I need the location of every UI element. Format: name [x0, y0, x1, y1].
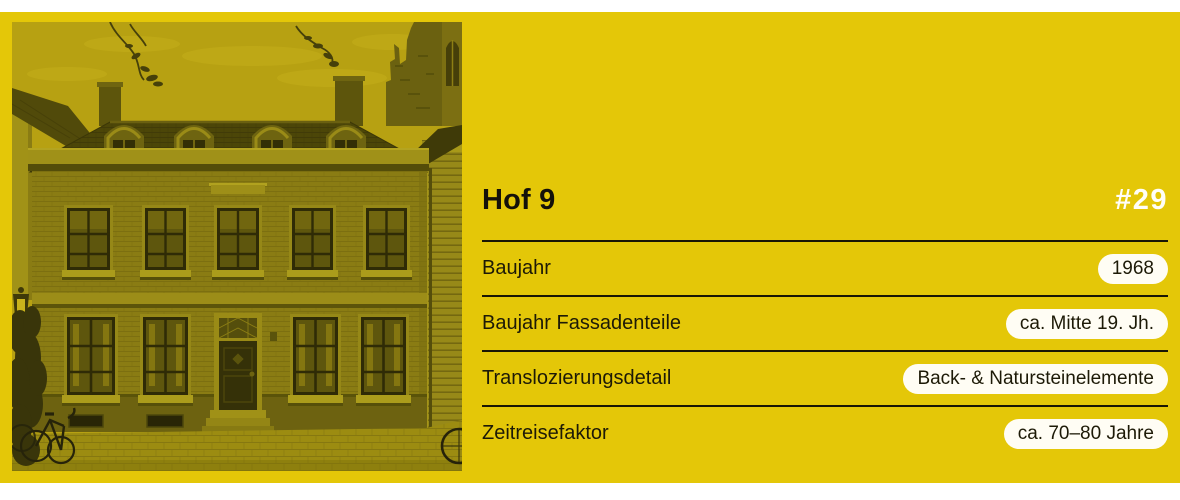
bicycle-wheel-right [440, 427, 462, 465]
info-panel: Hof 9 #29 Baujahr 1968 Baujahr Fassadent… [482, 12, 1168, 483]
exhibit-number: #29 [1115, 183, 1168, 216]
title-row: Hof 9 #29 [482, 182, 1168, 218]
attribute-row-baujahr: Baujahr 1968 [482, 240, 1168, 295]
building-photo [12, 22, 462, 471]
tree-branches [109, 22, 339, 87]
attribute-row-translozierungsdetail: Translozierungsdetail Back- & Naturstein… [482, 350, 1168, 405]
vines [12, 306, 47, 466]
attribute-value-pill: 1968 [1097, 253, 1168, 284]
upper-windows [62, 205, 412, 280]
bicycles [12, 407, 76, 465]
main-house [28, 76, 429, 433]
attribute-label: Translozierungsdetail [482, 367, 672, 389]
left-neighbour-building [12, 88, 102, 300]
attribute-row-zeitreisefaktor: Zeitreisefaktor ca. 70–80 Jahre [482, 405, 1168, 460]
page-title: Hof 9 [482, 183, 556, 216]
attribute-label: Zeitreisefaktor [482, 422, 609, 444]
attribute-label: Baujahr Fassadenteile [482, 312, 682, 334]
yellow-card-background: Hof 9 #29 Baujahr 1968 Baujahr Fassadent… [0, 12, 1180, 483]
front-door [202, 313, 274, 433]
attribute-row-baujahr-fassadenteile: Baujahr Fassadenteile ca. Mitte 19. Jh. [482, 295, 1168, 350]
church-tower [386, 22, 462, 126]
attribute-value-pill: ca. Mitte 19. Jh. [1005, 308, 1168, 339]
duotone-building-scene [12, 22, 462, 471]
attribute-label: Baujahr [482, 257, 551, 279]
attribute-list: Baujahr 1968 Baujahr Fassadenteile ca. M… [482, 240, 1168, 460]
attribute-value-pill: ca. 70–80 Jahre [1003, 418, 1168, 449]
ground-windows [62, 314, 411, 406]
cobblestone-street [12, 420, 462, 471]
attribute-value-pill: Back- & Natursteinelemente [903, 363, 1168, 394]
